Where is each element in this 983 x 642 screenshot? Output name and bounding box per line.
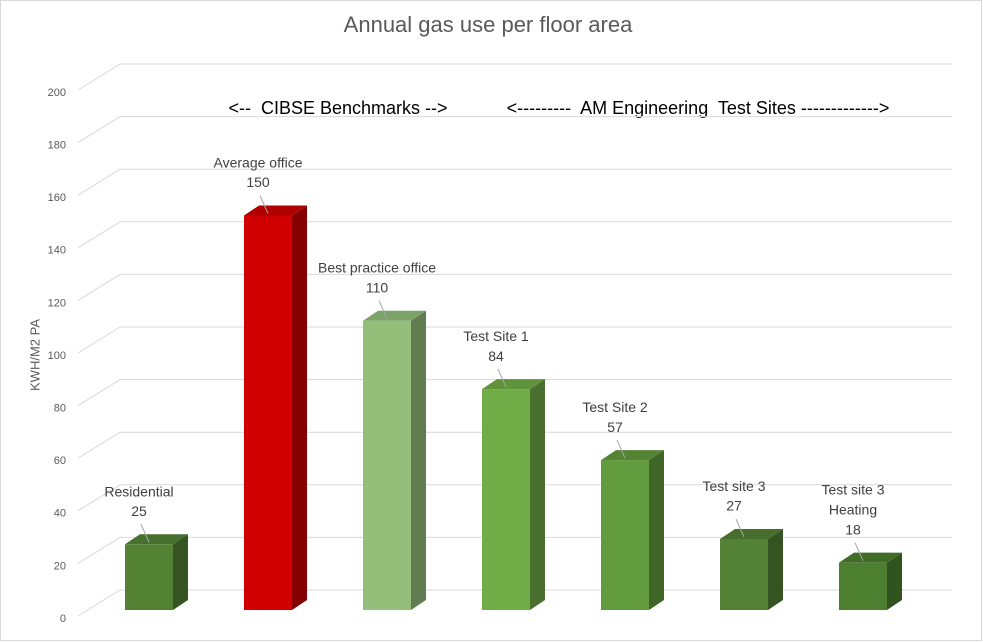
y-axis-label: KWH/M2 PA — [27, 319, 42, 391]
data-label: 110 — [366, 279, 389, 295]
bar — [363, 320, 411, 610]
y-tick-label: 180 — [48, 140, 66, 152]
leader-line — [140, 524, 150, 543]
leader-line — [259, 195, 269, 214]
category-label: Test Site 2 — [582, 399, 648, 415]
category-label: Average office — [214, 154, 303, 170]
category-label: Best practice office — [318, 259, 436, 275]
y-tick-label: 120 — [48, 297, 66, 309]
grid-line — [77, 168, 952, 196]
y-tick-label: 200 — [48, 87, 66, 99]
category-label: Test site 3 Heating — [821, 481, 884, 517]
bar-top — [839, 552, 902, 563]
grid-line — [77, 431, 952, 459]
bar-top — [363, 310, 426, 321]
grid-line — [77, 273, 952, 301]
grid-line — [77, 63, 952, 91]
bar-top — [482, 379, 545, 390]
data-label: 18 — [845, 521, 861, 537]
category-label: Test site 3 — [702, 478, 765, 494]
y-tick-label: 20 — [54, 560, 66, 572]
data-label: 84 — [488, 348, 504, 364]
y-tick-label: 40 — [54, 508, 66, 520]
grid-line — [77, 536, 952, 564]
bar-top — [720, 528, 783, 539]
bar-top — [601, 450, 664, 461]
grid-line — [77, 221, 952, 249]
y-tick-label: 80 — [54, 403, 66, 415]
leader-line — [616, 439, 626, 459]
leader-line — [735, 518, 745, 538]
bar — [839, 562, 887, 610]
grid-line — [77, 326, 952, 354]
grid-line — [77, 379, 952, 407]
bar — [482, 389, 530, 610]
grid-line — [77, 589, 952, 617]
bar — [125, 544, 173, 610]
chart-title: Annual gas use per floor area — [344, 12, 633, 37]
bar-side — [411, 310, 426, 610]
grid-line — [77, 484, 952, 512]
data-label: 27 — [726, 498, 742, 514]
category-label: Residential — [104, 483, 173, 499]
y-tick-label: 100 — [48, 350, 66, 362]
leader-line — [497, 368, 507, 388]
bar — [720, 538, 768, 610]
y-tick-label: 140 — [48, 245, 66, 257]
annotation: <-- CIBSE Benchmarks --> — [228, 98, 447, 118]
bar-side — [887, 552, 902, 610]
data-label: 150 — [246, 174, 270, 190]
grid-line — [77, 116, 952, 144]
bar-side — [530, 379, 545, 610]
leader-line — [378, 300, 388, 319]
data-label: 25 — [131, 503, 147, 519]
y-tick-label: 160 — [48, 192, 66, 204]
leader-line — [854, 542, 864, 561]
bar-top — [125, 534, 188, 545]
category-label: Test Site 1 — [463, 328, 529, 344]
y-tick-label: 60 — [54, 455, 66, 467]
annotation: <--------- AM Engineering Test Sites ---… — [507, 98, 890, 118]
bar-side — [649, 450, 664, 610]
bar — [244, 215, 292, 610]
bar-side — [292, 205, 307, 610]
bar-side — [173, 534, 188, 610]
y-tick-label: 0 — [60, 613, 66, 625]
bar — [601, 460, 649, 610]
bar-side — [768, 528, 783, 610]
bar-top — [244, 205, 307, 216]
data-label: 57 — [607, 419, 623, 435]
